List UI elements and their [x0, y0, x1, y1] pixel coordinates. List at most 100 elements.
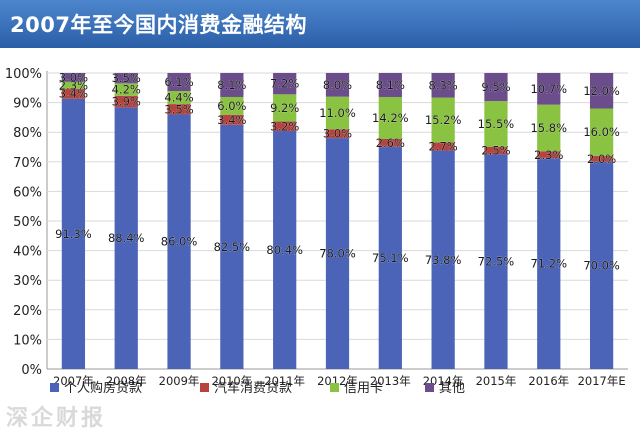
y-tick-label: 30%: [13, 274, 42, 289]
legend-swatch: [50, 383, 59, 392]
y-tick-label: 80%: [13, 126, 42, 141]
data-label: 16.0%: [583, 125, 620, 139]
bar-segment: [325, 138, 350, 369]
data-label: 71.2%: [530, 257, 567, 271]
data-label: 78.0%: [319, 247, 356, 261]
data-label: 4.2%: [112, 83, 141, 97]
bar-segment: [537, 158, 561, 369]
bar-segment: [484, 101, 508, 147]
bar-segment: [114, 107, 138, 369]
y-tick-label: 60%: [13, 185, 42, 200]
x-tick-label: 2016年: [528, 374, 569, 388]
x-tick-label: 2015年: [476, 374, 517, 388]
data-label: 2.5%: [481, 144, 510, 158]
data-label: 3.0%: [323, 127, 352, 141]
data-label: 11.0%: [319, 106, 356, 120]
data-label: 6.1%: [164, 75, 193, 89]
legend-label: 个人购房贷款: [64, 380, 142, 396]
bar-segment: [484, 154, 508, 369]
bar-segment: [61, 73, 86, 82]
y-tick-label: 20%: [13, 304, 42, 319]
data-label: 15.5%: [478, 117, 515, 131]
data-label: 91.3%: [55, 227, 92, 241]
bar-segment: [378, 146, 402, 369]
legend-swatch: [200, 383, 209, 392]
bar-segment: [273, 73, 297, 95]
bar-segment: [220, 124, 244, 369]
data-label: 6.0%: [217, 99, 246, 113]
data-label: 73.8%: [425, 253, 462, 267]
bar-segment: [273, 131, 297, 369]
bar-segment: [220, 73, 244, 97]
data-label: 3.4%: [59, 87, 88, 101]
x-tick-label: 2011年: [264, 374, 305, 388]
data-label: 9.5%: [481, 80, 510, 94]
bar-segment: [114, 73, 138, 84]
data-label: 82.5%: [214, 240, 251, 254]
data-label: 2.6%: [376, 136, 405, 150]
bar-segment: [167, 73, 191, 92]
data-label: 75.1%: [372, 251, 409, 265]
bar-segment: [220, 96, 244, 115]
y-tick-label: 100%: [5, 67, 42, 82]
legend-label: 其他: [439, 381, 465, 396]
y-tick-label: 40%: [13, 245, 42, 260]
x-tick-label: 2007年: [53, 374, 94, 388]
x-tick-label: 2013年: [370, 374, 411, 388]
data-label: 14.2%: [372, 111, 409, 125]
data-label: 15.2%: [425, 113, 462, 127]
bar-segment: [220, 114, 244, 125]
bar-segment: [167, 104, 191, 115]
x-tick-label: 2012年: [317, 374, 358, 388]
data-label: 7.2%: [270, 77, 299, 91]
bar-segment: [589, 73, 614, 109]
y-tick-label: 10%: [13, 333, 42, 348]
bar-segment: [325, 96, 350, 130]
data-label: 3.5%: [164, 102, 193, 116]
legend-label: 汽车消费贷款: [214, 380, 292, 396]
data-label: 3.2%: [270, 119, 299, 133]
watermark-text: 深企财报: [6, 406, 107, 431]
y-tick-label: 0%: [21, 363, 42, 378]
data-label: 10.7%: [530, 82, 567, 96]
bar-segment: [325, 73, 350, 97]
data-label: 3.0%: [59, 70, 88, 84]
bar-segment: [537, 104, 561, 152]
x-tick-label: 2017年E: [578, 374, 626, 388]
data-label: 8.1%: [376, 78, 405, 92]
data-label: 3.5%: [112, 71, 141, 85]
bar-segment: [114, 83, 138, 96]
bar-segment: [537, 73, 561, 105]
data-label: 72.5%: [478, 255, 515, 269]
data-label: 3.4%: [217, 113, 246, 127]
bar-segment: [61, 81, 86, 89]
data-label: 15.8%: [530, 121, 567, 135]
bar-segment: [378, 96, 402, 140]
legend-label: 信用卡: [344, 381, 383, 396]
data-label: 86.0%: [161, 235, 198, 249]
bar-segment: [431, 73, 455, 98]
bar-segment: [589, 161, 614, 369]
bar-segment: [378, 139, 402, 147]
data-label: 9.2%: [270, 101, 299, 115]
bar-segment: [325, 129, 350, 139]
bar-segment: [167, 91, 191, 105]
bar-segment: [114, 95, 138, 108]
bar-segment: [61, 98, 86, 369]
legend-swatch: [330, 383, 339, 392]
data-label: 8.0%: [323, 78, 352, 92]
legend-swatch: [425, 383, 434, 392]
bar-segment: [167, 114, 191, 369]
data-label: 8.1%: [217, 78, 246, 92]
data-label: 70.0%: [583, 258, 620, 272]
chart-title: 2007年至今国内消费金融结构: [10, 13, 307, 37]
bar-segment: [378, 73, 402, 97]
x-tick-label: 2008年: [106, 374, 147, 388]
bar-segment: [431, 97, 455, 143]
bar-segment: [484, 73, 508, 102]
bar-segment: [537, 151, 561, 159]
data-label: 12.0%: [583, 84, 620, 98]
chart-header: 2007年至今国内消费金融结构: [0, 0, 640, 48]
bar-segment: [431, 142, 455, 151]
